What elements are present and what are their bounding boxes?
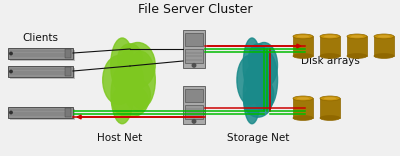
FancyBboxPatch shape <box>65 108 71 117</box>
Ellipse shape <box>117 59 143 101</box>
Ellipse shape <box>374 34 394 39</box>
Ellipse shape <box>293 34 313 39</box>
FancyBboxPatch shape <box>8 48 73 59</box>
Ellipse shape <box>256 51 278 109</box>
Ellipse shape <box>297 35 309 38</box>
FancyBboxPatch shape <box>320 98 340 118</box>
Text: Clients: Clients <box>22 33 58 43</box>
FancyBboxPatch shape <box>183 30 205 68</box>
FancyBboxPatch shape <box>347 36 367 56</box>
Text: Host Net: Host Net <box>97 133 143 143</box>
FancyBboxPatch shape <box>183 86 205 124</box>
Ellipse shape <box>118 44 142 74</box>
FancyBboxPatch shape <box>10 68 75 79</box>
FancyBboxPatch shape <box>293 36 313 56</box>
Ellipse shape <box>347 34 367 39</box>
Ellipse shape <box>347 54 367 58</box>
Ellipse shape <box>320 34 340 39</box>
FancyBboxPatch shape <box>10 109 75 120</box>
Ellipse shape <box>320 54 340 58</box>
Ellipse shape <box>374 54 394 58</box>
Ellipse shape <box>293 116 313 120</box>
Circle shape <box>192 120 196 123</box>
Ellipse shape <box>248 44 268 74</box>
FancyBboxPatch shape <box>185 105 203 119</box>
FancyBboxPatch shape <box>185 49 203 63</box>
Ellipse shape <box>254 79 274 111</box>
FancyBboxPatch shape <box>65 49 71 58</box>
FancyBboxPatch shape <box>8 66 73 77</box>
Ellipse shape <box>248 59 268 101</box>
Ellipse shape <box>293 96 313 101</box>
Ellipse shape <box>112 85 148 117</box>
Ellipse shape <box>320 116 340 120</box>
Ellipse shape <box>320 96 340 101</box>
Ellipse shape <box>111 38 134 92</box>
Ellipse shape <box>127 51 155 109</box>
Text: File Server Cluster: File Server Cluster <box>138 3 252 16</box>
Ellipse shape <box>243 38 261 92</box>
FancyBboxPatch shape <box>185 89 203 102</box>
Ellipse shape <box>378 35 390 38</box>
FancyBboxPatch shape <box>10 50 75 61</box>
FancyBboxPatch shape <box>65 67 71 76</box>
Ellipse shape <box>244 85 272 117</box>
Ellipse shape <box>293 54 313 58</box>
FancyBboxPatch shape <box>374 36 394 56</box>
Ellipse shape <box>120 42 155 88</box>
Ellipse shape <box>237 56 262 105</box>
Ellipse shape <box>111 66 134 124</box>
Ellipse shape <box>103 56 135 105</box>
Circle shape <box>10 70 12 73</box>
Ellipse shape <box>324 35 336 38</box>
Ellipse shape <box>351 35 363 38</box>
Ellipse shape <box>297 97 309 100</box>
Ellipse shape <box>324 97 336 100</box>
Circle shape <box>10 111 12 114</box>
FancyBboxPatch shape <box>293 98 313 118</box>
FancyBboxPatch shape <box>185 33 203 46</box>
Text: Storage Net: Storage Net <box>227 133 289 143</box>
Ellipse shape <box>243 66 261 124</box>
Circle shape <box>192 64 196 67</box>
FancyBboxPatch shape <box>8 107 73 118</box>
FancyBboxPatch shape <box>320 36 340 56</box>
Text: Disk arrays: Disk arrays <box>300 56 360 66</box>
Circle shape <box>10 52 12 55</box>
Ellipse shape <box>125 79 150 111</box>
Ellipse shape <box>250 42 278 88</box>
